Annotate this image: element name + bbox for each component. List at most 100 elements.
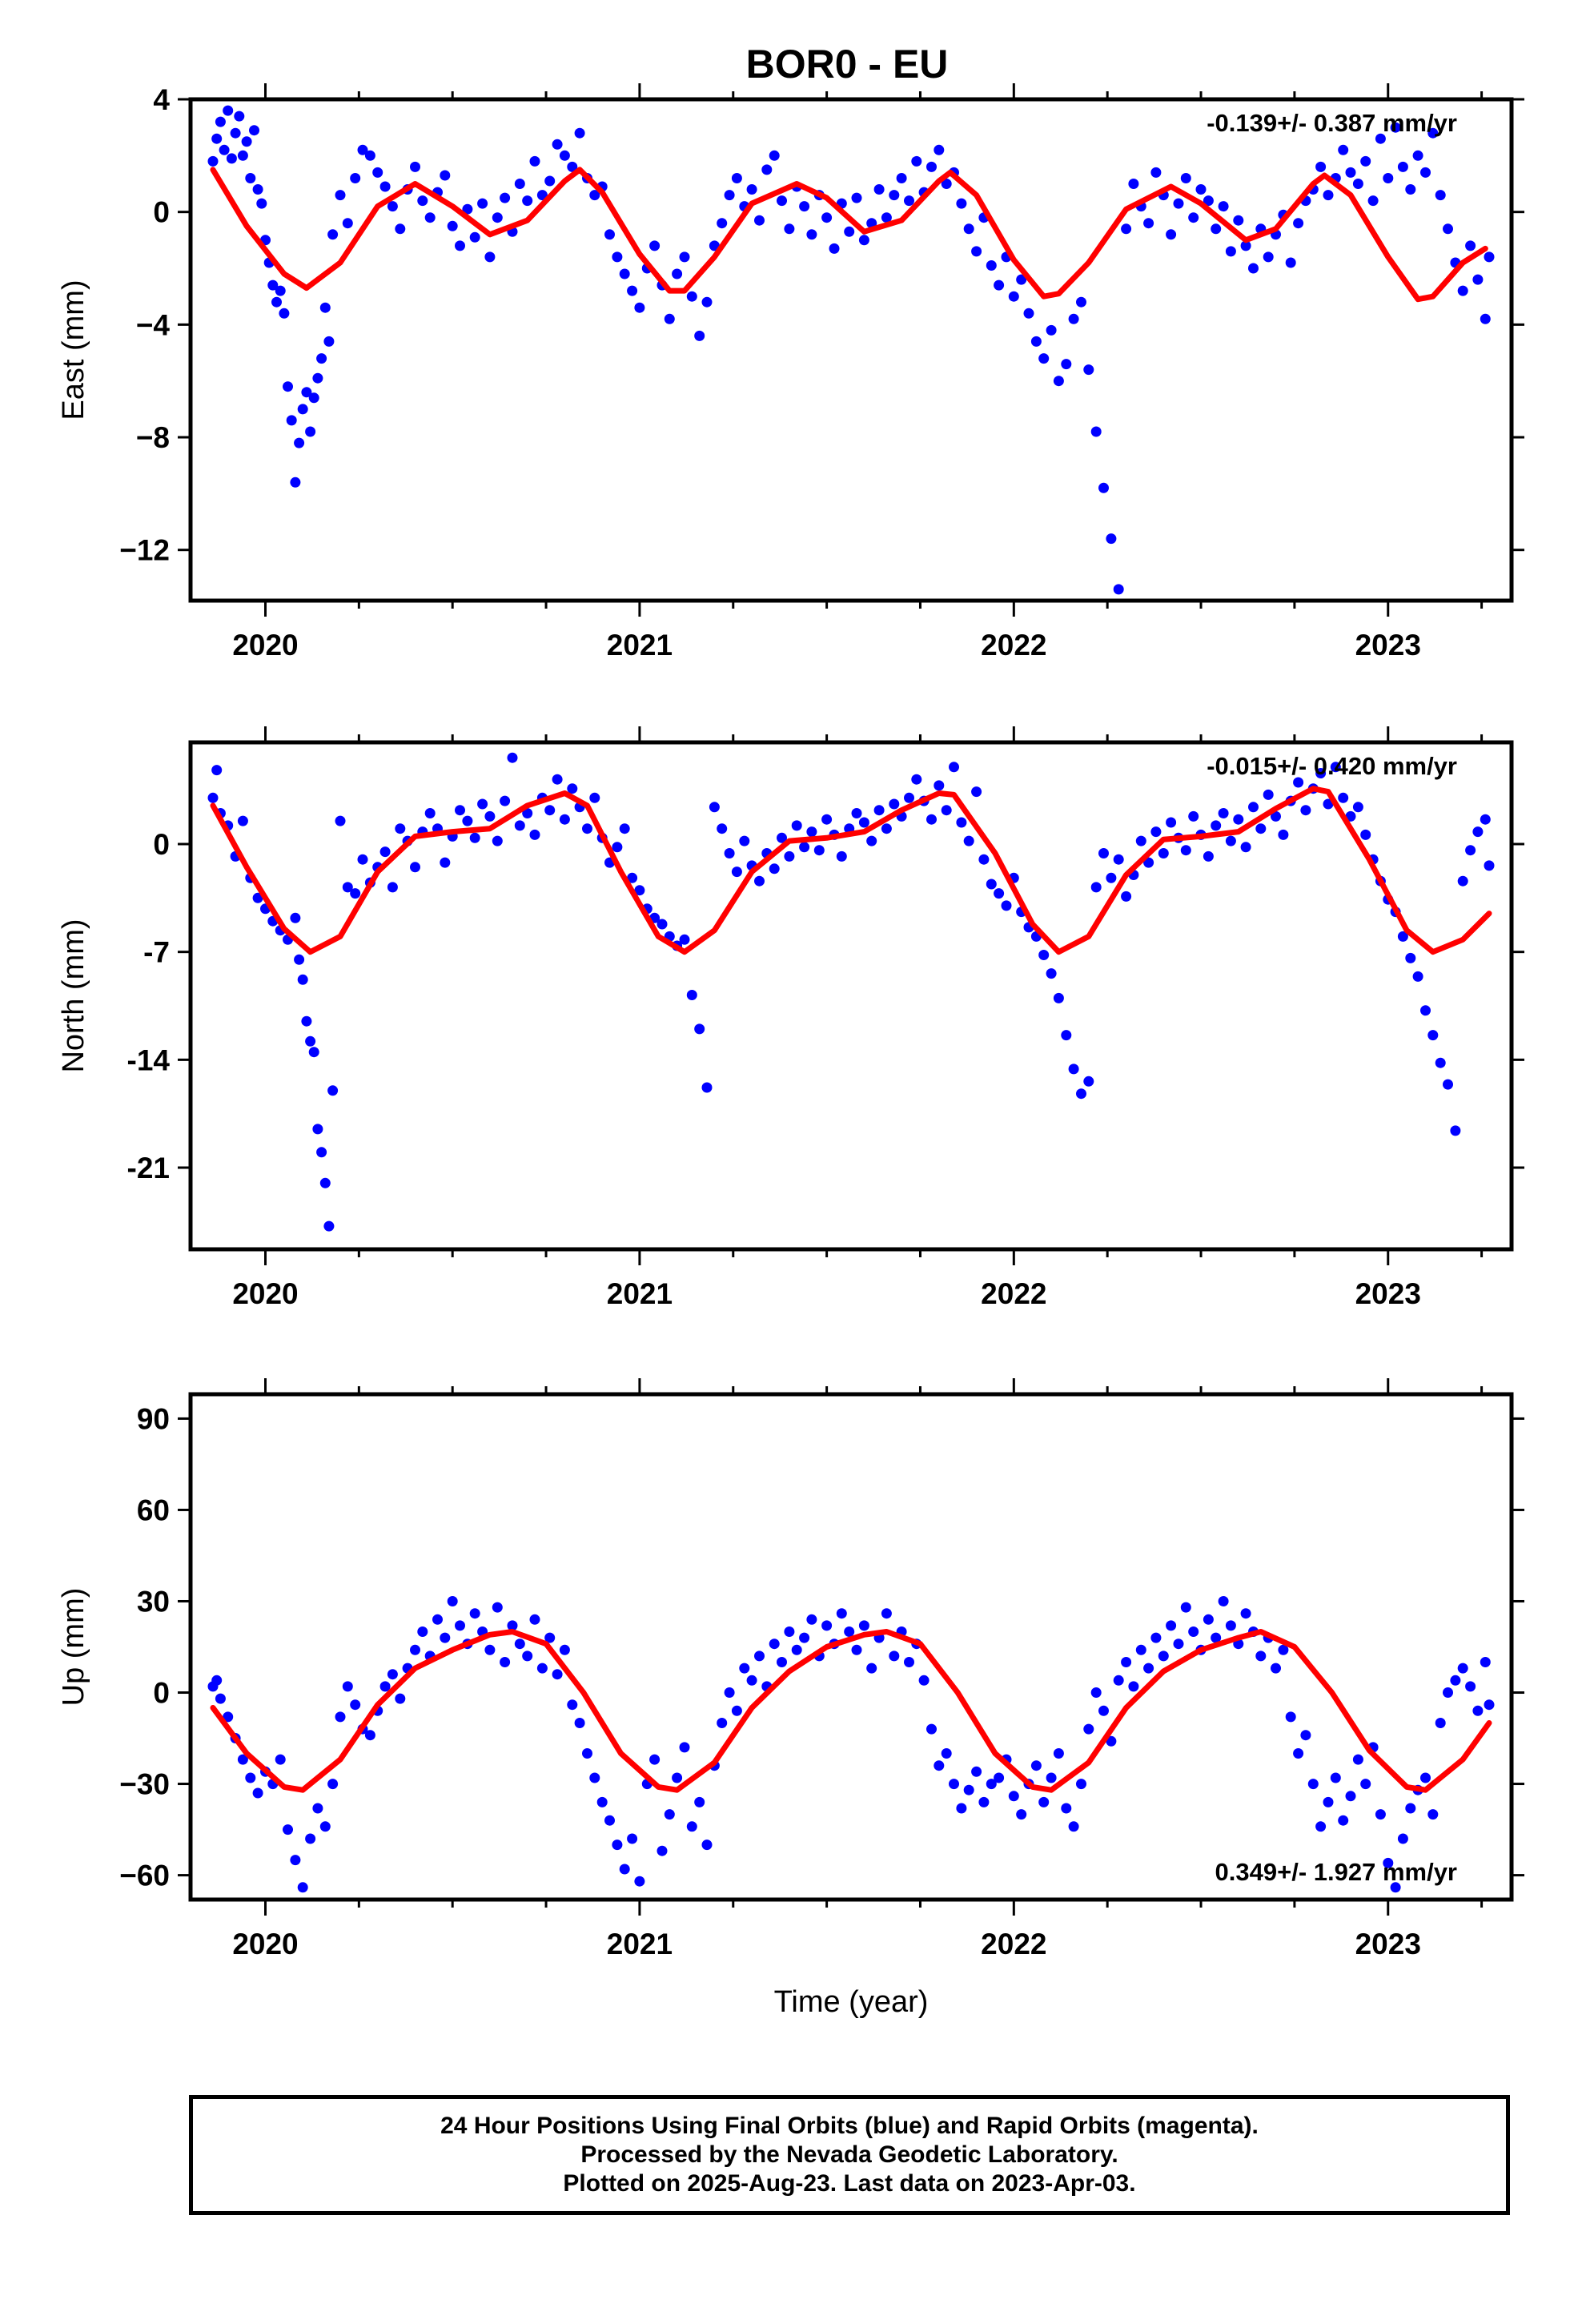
data-point [627, 1833, 638, 1844]
data-point [694, 330, 705, 341]
data-point [746, 1675, 757, 1686]
data-point [529, 829, 540, 840]
data-point [1195, 184, 1207, 195]
data-point [301, 387, 312, 398]
data-point [769, 1638, 780, 1650]
data-point [417, 1626, 428, 1637]
data-point [559, 150, 570, 161]
data-point [252, 1787, 263, 1799]
data-point [1180, 1602, 1191, 1613]
data-point [492, 1602, 503, 1613]
data-point [286, 415, 297, 426]
data-point [395, 823, 406, 834]
data-point [821, 814, 833, 825]
data-point [589, 1772, 600, 1783]
data-point [305, 1833, 316, 1844]
data-point [1106, 533, 1117, 545]
footer-caption-box: 24 Hour Positions Using Final Orbits (bl… [189, 2095, 1510, 2215]
data-point [1263, 251, 1274, 263]
data-point [963, 1784, 974, 1795]
data-point [1352, 179, 1363, 189]
data-point [308, 1047, 319, 1058]
data-point [731, 173, 742, 183]
data-point [694, 1796, 705, 1807]
figure-title: BOR0 - EU [746, 42, 949, 86]
y-tick-label: 30 [137, 1585, 170, 1618]
data-point [836, 850, 847, 862]
data-point [1465, 1681, 1476, 1692]
data-point [395, 223, 406, 235]
velocity-rate-label: 0.349+/- 1.927 mm/yr [1215, 1858, 1457, 1886]
data-point [686, 291, 697, 302]
data-point [1420, 1772, 1431, 1783]
data-point [529, 1614, 540, 1625]
x-tick-label: 2021 [607, 1928, 673, 1960]
data-point [978, 854, 990, 865]
data-point [492, 212, 503, 223]
data-point [1338, 144, 1349, 155]
y-axis-label: East (mm) [57, 279, 90, 420]
data-point [1420, 167, 1431, 178]
data-point [1158, 848, 1169, 858]
data-point [514, 820, 525, 831]
data-point [316, 1147, 327, 1158]
data-point [529, 155, 540, 167]
data-point [904, 792, 914, 803]
data-point [956, 1803, 967, 1814]
data-point [717, 823, 728, 834]
data-point [455, 1620, 465, 1631]
x-axis-label: Time (year) [774, 1985, 929, 2019]
data-point [686, 990, 697, 1000]
model-curve-group [210, 1629, 1492, 1793]
data-point [881, 212, 892, 223]
data-point [731, 866, 742, 878]
data-point [1457, 1663, 1468, 1674]
data-point [1023, 308, 1034, 319]
x-tick-label: 2023 [1355, 1277, 1421, 1310]
data-point [1472, 274, 1484, 285]
data-point [256, 198, 267, 209]
data-point [994, 888, 1005, 899]
data-point [447, 220, 458, 231]
data-point [279, 308, 290, 319]
data-point [1030, 336, 1042, 347]
data-point [350, 173, 361, 183]
data-point [1038, 353, 1050, 364]
data-point [1121, 223, 1132, 235]
data-point [1367, 195, 1379, 207]
data-point [1225, 1620, 1236, 1631]
data-point [1457, 285, 1468, 296]
data-point [1158, 1651, 1169, 1662]
data-point [342, 882, 353, 893]
data-point [1030, 1760, 1042, 1771]
footer-line-orbits: 24 Hour Positions Using Final Orbits (bl… [440, 2113, 1259, 2139]
data-point [319, 1821, 331, 1832]
up-panel: 90 60 30 0 −30 −60 2020 2021 2022 2023 Up (mm) 0.34… [57, 1378, 1524, 2019]
data-point [226, 153, 237, 164]
data-point [1435, 1057, 1446, 1068]
data-point [612, 1839, 623, 1851]
data-point [1465, 845, 1476, 856]
data-point [469, 832, 480, 843]
data-point [424, 808, 436, 818]
data-point [634, 885, 645, 896]
data-point [455, 240, 465, 251]
y-tick-label: 90 [137, 1402, 170, 1435]
data-point [1016, 1809, 1027, 1820]
data-point [1135, 1644, 1146, 1655]
data-point [926, 1723, 937, 1735]
data-point [1307, 1779, 1319, 1790]
data-point [754, 1651, 765, 1662]
data-point [410, 862, 420, 873]
data-point [672, 1772, 683, 1783]
data-points [207, 1596, 1495, 1893]
data-point [582, 1748, 592, 1759]
data-point [1435, 190, 1446, 201]
data-point [342, 1681, 353, 1692]
data-point [694, 1023, 705, 1035]
data-point [784, 1626, 795, 1637]
data-point [904, 195, 914, 207]
data-point [230, 127, 241, 139]
data-point [312, 1803, 323, 1814]
data-point [1323, 190, 1334, 201]
